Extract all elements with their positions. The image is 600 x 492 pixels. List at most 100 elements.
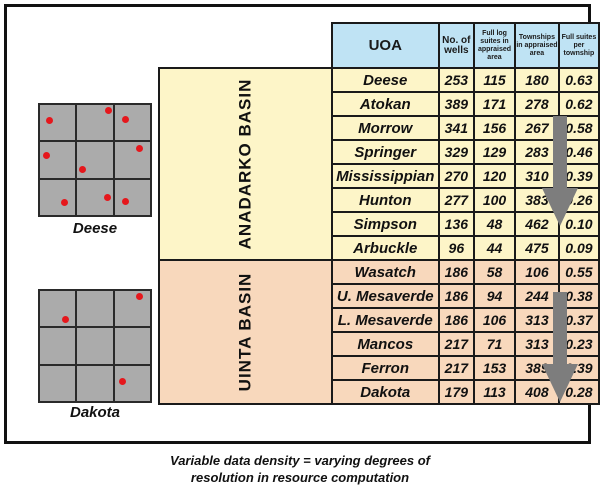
uoa-name: Arbuckle xyxy=(330,235,440,261)
full-log-value: 71 xyxy=(472,331,517,357)
table-row: U. Mesaverde 186 94 244 0.38 xyxy=(159,283,600,309)
uoa-data-table: UOA No. of wells Full log suites in appr… xyxy=(158,22,600,405)
wells-value: 389 xyxy=(437,91,475,117)
wells-value: 217 xyxy=(437,331,475,357)
wells-value: 270 xyxy=(437,163,475,189)
full-log-value: 129 xyxy=(472,139,517,165)
uoa-name: Deese xyxy=(330,67,440,93)
full-log-value: 153 xyxy=(472,355,517,381)
sample-dot xyxy=(122,198,129,205)
grid-line xyxy=(40,178,150,180)
townships-value: 267 xyxy=(514,115,560,141)
table-row: ANADARKO BASIN Deese 253 115 180 0.63 xyxy=(158,67,600,261)
full-log-value: 48 xyxy=(472,211,517,237)
uoa-name: Mancos xyxy=(330,331,440,357)
grid-line xyxy=(40,326,150,328)
wells-value: 217 xyxy=(437,355,475,381)
full-log-value: 94 xyxy=(472,283,517,309)
wells-value: 136 xyxy=(437,211,475,237)
full-log-value: 106 xyxy=(472,307,517,333)
per-township-value: 0.09 xyxy=(557,235,600,261)
uoa-name: Simpson xyxy=(330,211,440,237)
per-township-value: 0.63 xyxy=(557,67,600,93)
wells-value: 277 xyxy=(437,187,475,213)
table-row: Mancos 217 71 313 0.23 xyxy=(159,331,600,357)
full-log-value: 100 xyxy=(472,187,517,213)
uoa-name: U. Mesaverde xyxy=(330,283,440,309)
townships-value: 180 xyxy=(514,67,560,93)
grid-line xyxy=(40,140,150,142)
header-townships: Townships in appraised area xyxy=(514,22,560,69)
wells-value: 186 xyxy=(437,259,475,285)
grid-line xyxy=(40,364,150,366)
townships-value: 106 xyxy=(514,259,560,285)
deese-grid-diagram xyxy=(38,103,152,217)
deese-diagram-label: Deese xyxy=(72,220,118,237)
sample-dot xyxy=(105,107,112,114)
grid-line xyxy=(113,291,115,401)
sample-dot xyxy=(61,199,68,206)
sample-dot xyxy=(46,117,53,124)
table-row: Ferron 217 153 389 0.39 xyxy=(159,355,600,381)
header-uoa: UOA xyxy=(330,22,440,69)
caption-line-2: resolution in resource computation xyxy=(190,470,410,485)
wells-value: 179 xyxy=(437,379,475,405)
grid-line xyxy=(75,105,77,215)
townships-value: 475 xyxy=(514,235,560,261)
figure-caption: Variable data density = varying degrees … xyxy=(0,452,600,486)
townships-value: 313 xyxy=(514,331,560,357)
sample-dot xyxy=(119,378,126,385)
grid-line xyxy=(113,105,115,215)
full-log-value: 171 xyxy=(472,91,517,117)
per-township-value: 0.23 xyxy=(557,331,600,357)
townships-value: 283 xyxy=(514,139,560,165)
sample-dot xyxy=(62,316,69,323)
anadarko-basin-label: ANADARKO BASIN xyxy=(158,67,333,261)
per-township-value: 0.28 xyxy=(557,379,600,405)
uoa-name: Springer xyxy=(330,139,440,165)
sample-dot xyxy=(79,166,86,173)
wells-value: 186 xyxy=(437,283,475,309)
table-row: Morrow 341 156 267 0.58 xyxy=(159,115,600,141)
townships-value: 462 xyxy=(514,211,560,237)
grid-line xyxy=(75,291,77,401)
townships-value: 310 xyxy=(514,163,560,189)
full-log-value: 120 xyxy=(472,163,517,189)
wells-value: 329 xyxy=(437,139,475,165)
table-row: Arbuckle 96 44 475 0.09 xyxy=(159,235,600,261)
uoa-name: Atokan xyxy=(330,91,440,117)
uinta-basin-label: UINTA BASIN xyxy=(158,259,333,405)
wells-value: 341 xyxy=(437,115,475,141)
full-log-value: 115 xyxy=(472,67,517,93)
full-log-value: 44 xyxy=(472,235,517,261)
table-row: UINTA BASIN Wasatch 186 58 106 0.55 xyxy=(158,259,600,405)
down-arrow-icon xyxy=(542,116,578,226)
dakota-grid-diagram xyxy=(38,289,152,403)
sample-dot xyxy=(104,194,111,201)
caption-line-1: Variable data density = varying degrees … xyxy=(170,453,430,468)
wells-value: 253 xyxy=(437,67,475,93)
sample-dot xyxy=(43,152,50,159)
table-row: Dakota 179 113 408 0.28 xyxy=(159,379,600,405)
full-log-value: 58 xyxy=(472,259,517,285)
full-log-value: 156 xyxy=(472,115,517,141)
full-log-value: 113 xyxy=(472,379,517,405)
table-row: Atokan 389 171 278 0.62 xyxy=(159,91,600,117)
townships-value: 278 xyxy=(514,91,560,117)
per-township-value: 0.62 xyxy=(557,91,600,117)
uoa-name: Wasatch xyxy=(330,259,440,285)
table-row: Springer 329 129 283 0.46 xyxy=(159,139,600,165)
uoa-name: L. Mesaverde xyxy=(330,307,440,333)
uoa-name: Morrow xyxy=(330,115,440,141)
townships-value: 313 xyxy=(514,307,560,333)
wells-value: 96 xyxy=(437,235,475,261)
wells-value: 186 xyxy=(437,307,475,333)
sample-dot xyxy=(136,293,143,300)
sample-dot xyxy=(122,116,129,123)
header-full-suites-per-township: Full suites per township xyxy=(557,22,600,69)
dakota-diagram-label: Dakota xyxy=(69,404,121,421)
per-township-value: 0.55 xyxy=(557,259,600,285)
uoa-name: Hunton xyxy=(330,187,440,213)
uoa-name: Ferron xyxy=(330,355,440,381)
table-header-row: UOA No. of wells Full log suites in appr… xyxy=(159,22,600,69)
